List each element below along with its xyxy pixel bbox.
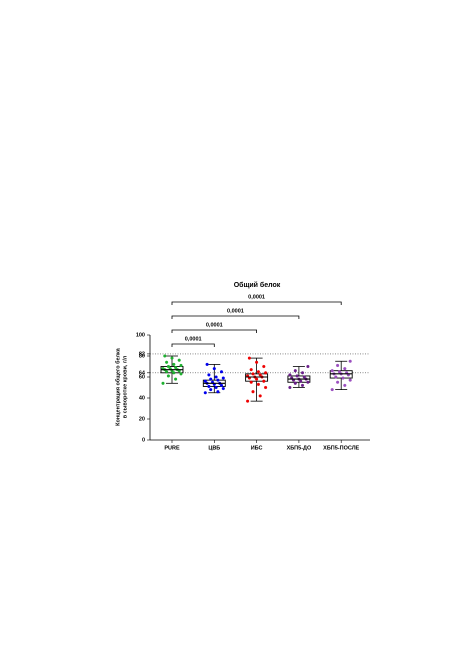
data-point: [216, 378, 220, 382]
data-point: [255, 377, 259, 381]
data-point: [302, 375, 306, 379]
data-point: [172, 362, 176, 366]
significance-bracket: [171, 329, 257, 333]
x-tick-label: ИБС: [251, 445, 263, 451]
data-point: [161, 381, 165, 385]
significance-bracket: [171, 343, 215, 347]
data-point: [247, 356, 251, 360]
data-point: [255, 360, 259, 364]
x-tick-label: ХБП5-ПОСЛЕ: [323, 445, 359, 451]
data-point: [306, 380, 310, 384]
y-tick-label: 40: [139, 395, 145, 401]
data-point: [249, 368, 253, 372]
data-point: [341, 376, 345, 380]
data-point: [177, 358, 181, 362]
data-point: [299, 379, 303, 383]
data-point: [293, 381, 297, 385]
data-point: [306, 364, 310, 369]
data-point: [179, 372, 183, 376]
data-point: [221, 386, 225, 391]
x-tick-label: PURE: [164, 445, 180, 451]
y-tick-label: 64: [139, 370, 146, 376]
data-point: [165, 370, 169, 374]
y-tick-label: 20: [139, 416, 145, 422]
data-point: [219, 383, 224, 387]
data-point: [256, 382, 260, 386]
data-point: [172, 371, 176, 375]
data-point: [207, 373, 211, 377]
data-point: [165, 360, 169, 364]
data-point: [300, 371, 305, 375]
data-point: [337, 370, 341, 374]
y-axis-label: Концентрация общего белка в сыворотке кр…: [114, 347, 128, 426]
data-point: [249, 380, 253, 384]
data-point: [262, 364, 266, 369]
data-point: [179, 363, 183, 368]
data-point: [295, 374, 299, 378]
data-point: [209, 377, 213, 381]
p-value-label: 0,0001: [227, 308, 244, 314]
data-point: [258, 394, 262, 398]
data-point: [336, 363, 340, 368]
significance-bracket: [171, 301, 342, 305]
p-value-label: 0,0001: [185, 336, 202, 342]
data-point: [293, 369, 297, 373]
y-tick-label: 82: [139, 351, 145, 357]
data-point: [336, 380, 340, 384]
data-point: [330, 388, 334, 392]
data-point: [221, 376, 225, 380]
data-point: [219, 370, 224, 374]
data-point: [209, 388, 213, 392]
data-point: [258, 373, 262, 377]
data-point: [330, 369, 334, 373]
y-tick-label: 60: [139, 374, 145, 380]
data-point: [174, 377, 178, 381]
data-point: [174, 365, 178, 370]
data-point: [334, 375, 338, 379]
data-point: [348, 378, 352, 382]
data-point: [207, 384, 211, 389]
x-tick-label: ЦВБ: [208, 445, 220, 451]
y-tick-label: 80: [139, 353, 145, 359]
data-point: [166, 374, 170, 378]
data-point: [251, 372, 255, 376]
data-point: [163, 354, 167, 358]
p-value-label: 0,0001: [206, 322, 223, 328]
chart-title: Общий белок: [234, 281, 281, 289]
data-point: [214, 385, 218, 390]
data-point: [343, 367, 347, 371]
data-point: [212, 367, 216, 371]
significance-bracket: [171, 315, 300, 319]
data-point: [214, 375, 218, 379]
y-label-line: в сыворотке крови, г/л: [122, 355, 128, 418]
data-point: [203, 391, 207, 395]
data-point: [300, 383, 305, 387]
data-point: [343, 383, 347, 387]
data-point: [216, 390, 220, 394]
data-point: [288, 373, 292, 377]
p-value-label: 0,0001: [248, 294, 265, 300]
data-point: [166, 364, 170, 369]
data-point: [203, 379, 207, 383]
y-tick-label: 100: [136, 332, 145, 338]
data-point: [246, 399, 250, 403]
y-label-line: Концентрация общего белка: [114, 347, 121, 426]
data-point: [251, 390, 255, 394]
data-point: [170, 356, 174, 360]
data-point: [205, 362, 209, 366]
x-tick-label: ХБП5-ДО: [287, 445, 312, 451]
y-tick-label: 0: [142, 437, 145, 443]
data-point: [264, 371, 268, 375]
data-point: [256, 370, 260, 374]
data-point: [262, 379, 266, 383]
data-point: [348, 359, 352, 363]
data-point: [288, 385, 292, 390]
data-point: [264, 385, 268, 390]
